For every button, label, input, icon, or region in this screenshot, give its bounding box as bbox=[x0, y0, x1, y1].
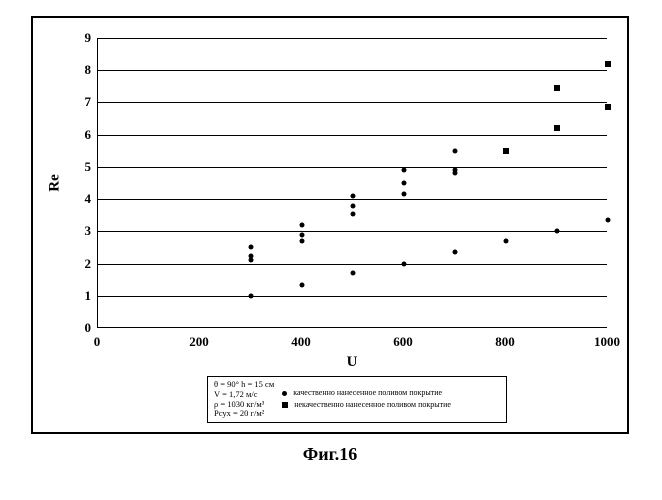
gridline bbox=[98, 296, 607, 297]
chart-frame: Re U θ = 90° h = 15 смV = 1,72 м/сρ = 10… bbox=[31, 16, 629, 434]
y-axis-label: Re bbox=[47, 174, 64, 192]
data-point-circle bbox=[249, 245, 254, 250]
y-tick-label: 9 bbox=[67, 30, 91, 46]
legend-box: θ = 90° h = 15 смV = 1,72 м/сρ = 1030 кг… bbox=[207, 376, 507, 423]
data-point-circle bbox=[555, 229, 560, 234]
legend-entry: качественно нанесенное поливом покрытие bbox=[282, 389, 451, 398]
data-point-circle bbox=[351, 203, 356, 208]
y-tick-label: 2 bbox=[67, 256, 91, 272]
data-point-circle bbox=[249, 258, 254, 263]
square-icon bbox=[282, 402, 288, 408]
circle-icon bbox=[282, 391, 287, 396]
data-point-circle bbox=[402, 181, 407, 186]
y-tick-label: 5 bbox=[67, 159, 91, 175]
legend-entry-label: качественно нанесенное поливом покрытие bbox=[293, 389, 442, 398]
gridline bbox=[98, 38, 607, 39]
x-tick-label: 200 bbox=[189, 334, 209, 350]
legend-entries: качественно нанесенное поливом покрытие н… bbox=[280, 386, 457, 413]
data-point-circle bbox=[453, 148, 458, 153]
y-tick-label: 1 bbox=[67, 288, 91, 304]
data-point-circle bbox=[351, 193, 356, 198]
x-tick-label: 1000 bbox=[594, 334, 620, 350]
y-tick-label: 7 bbox=[67, 94, 91, 110]
gridline bbox=[98, 135, 607, 136]
data-point-square bbox=[554, 125, 560, 131]
gridline bbox=[98, 102, 607, 103]
y-tick-label: 6 bbox=[67, 127, 91, 143]
data-point-circle bbox=[453, 250, 458, 255]
data-point-circle bbox=[402, 168, 407, 173]
data-point-circle bbox=[402, 261, 407, 266]
legend-entry: некачественно нанесенное поливом покрыти… bbox=[282, 401, 451, 410]
data-point-square bbox=[503, 148, 509, 154]
x-tick-label: 0 bbox=[94, 334, 101, 350]
data-point-circle bbox=[351, 211, 356, 216]
figure-caption: Фиг.16 bbox=[303, 444, 357, 465]
data-point-circle bbox=[300, 232, 305, 237]
data-point-square bbox=[605, 61, 611, 67]
data-point-circle bbox=[453, 168, 458, 173]
y-tick-label: 3 bbox=[67, 223, 91, 239]
data-point-circle bbox=[606, 218, 611, 223]
data-point-square bbox=[554, 85, 560, 91]
legend-params: θ = 90° h = 15 смV = 1,72 м/сρ = 1030 кг… bbox=[208, 377, 280, 422]
data-point-circle bbox=[402, 192, 407, 197]
gridline bbox=[98, 199, 607, 200]
plot-area bbox=[97, 38, 607, 328]
y-tick-label: 0 bbox=[67, 320, 91, 336]
x-tick-label: 600 bbox=[393, 334, 413, 350]
legend-param-line: Pсух = 20 г/м² bbox=[214, 409, 274, 419]
gridline bbox=[98, 264, 607, 265]
legend-entry-label: некачественно нанесенное поливом покрыти… bbox=[294, 401, 451, 410]
data-point-square bbox=[605, 104, 611, 110]
gridline bbox=[98, 70, 607, 71]
data-point-circle bbox=[249, 293, 254, 298]
data-point-circle bbox=[351, 271, 356, 276]
data-point-circle bbox=[249, 253, 254, 258]
x-tick-label: 400 bbox=[291, 334, 311, 350]
x-tick-label: 800 bbox=[495, 334, 515, 350]
data-point-circle bbox=[504, 239, 509, 244]
data-point-circle bbox=[300, 282, 305, 287]
gridline bbox=[98, 231, 607, 232]
data-point-circle bbox=[300, 222, 305, 227]
y-tick-label: 8 bbox=[67, 62, 91, 78]
gridline bbox=[98, 167, 607, 168]
x-axis-label: U bbox=[347, 354, 358, 371]
y-tick-label: 4 bbox=[67, 191, 91, 207]
data-point-circle bbox=[300, 239, 305, 244]
